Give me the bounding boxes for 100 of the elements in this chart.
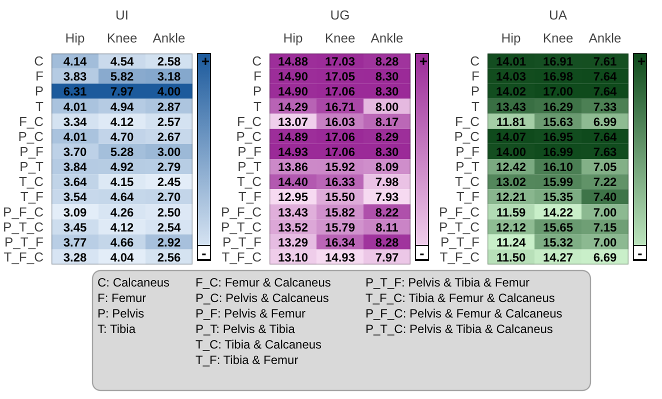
y-tick-label: P_C — [18, 128, 44, 144]
data-label: 7.63 — [593, 144, 618, 159]
data-label: 16.98 — [542, 70, 574, 84]
data-label: 7.61 — [593, 54, 618, 69]
y-tick-label: P_C — [236, 128, 262, 144]
data-label: 8.28 — [375, 54, 400, 69]
data-label: 7.00 — [593, 205, 618, 220]
data-label: 16.29 — [542, 100, 574, 114]
data-label: 4.70 — [110, 130, 134, 144]
data-label: 8.17 — [375, 114, 400, 129]
chart-title: UG — [330, 8, 350, 22]
y-tick-label: F_C — [18, 114, 44, 129]
data-label: 7.64 — [593, 130, 618, 144]
data-label: 14.27 — [542, 250, 574, 264]
y-tick-label: P_C — [454, 128, 480, 144]
data-label: 3.28 — [63, 250, 88, 264]
data-label: 14.40 — [278, 175, 308, 190]
x-tick-label: Knee — [324, 30, 356, 46]
y-tick-label: T_C — [18, 174, 44, 190]
data-label: 17.06 — [324, 84, 356, 99]
data-label: 8.30 — [375, 84, 400, 99]
text: + — [200, 53, 211, 69]
data-label: 4.64 — [110, 190, 134, 204]
data-label: 8.22 — [375, 205, 400, 220]
y-tick-label: P — [252, 84, 262, 99]
data-label: 7.64 — [593, 70, 618, 84]
y-tick-label: T — [254, 98, 262, 114]
data-label: 3.70 — [63, 144, 88, 159]
y-tick-label: P_T_F — [222, 234, 262, 250]
data-label: 7.98 — [375, 175, 400, 190]
data-label: 16.10 — [542, 160, 574, 174]
data-label: 3.34 — [63, 114, 88, 129]
y-tick-label: P_F — [238, 144, 262, 159]
data-label: 7.22 — [593, 175, 618, 190]
y-tick-label: C — [34, 54, 44, 69]
y-tick-label: T_F — [20, 189, 44, 204]
data-label: 2.87 — [157, 100, 182, 114]
data-label: 14.07 — [496, 130, 526, 144]
data-label: 4.54 — [110, 54, 134, 69]
y-tick-label: P_T_C — [221, 219, 262, 234]
data-label: 3.18 — [157, 70, 182, 84]
data-label: 11.59 — [496, 205, 526, 220]
data-label: 2.45 — [157, 175, 182, 190]
data-label: 3.83 — [63, 70, 88, 84]
data-label: 2.57 — [157, 114, 182, 129]
x-tick-label: Ankle — [588, 30, 622, 46]
data-label: 3.54 — [63, 190, 88, 204]
text: F: Femur — [98, 291, 146, 305]
y-tick-label: T_F_C — [440, 249, 480, 264]
data-label: 4.66 — [110, 235, 134, 250]
data-label: 15.35 — [542, 190, 574, 204]
data-label: 15.63 — [542, 114, 574, 129]
data-label: 2.92 — [157, 235, 182, 250]
data-label: 15.32 — [542, 235, 574, 250]
y-tick-label: F_C — [236, 114, 262, 129]
y-tick-label: P_F_C — [3, 204, 44, 220]
data-label: 13.10 — [278, 250, 308, 264]
data-label: 13.43 — [278, 205, 308, 220]
data-label: 17.03 — [324, 54, 356, 69]
y-tick-label: P — [34, 84, 44, 99]
data-label: 16.91 — [542, 54, 574, 69]
data-label: 13.86 — [278, 160, 308, 174]
data-label: 4.14 — [63, 54, 88, 69]
data-label: 2.50 — [157, 205, 182, 220]
data-label: 13.07 — [278, 114, 308, 129]
y-tick-label: P_T — [238, 159, 262, 174]
text: - — [415, 245, 429, 261]
data-label: 15.82 — [324, 205, 356, 220]
data-label: 4.94 — [110, 100, 134, 114]
y-tick-label: F — [36, 68, 44, 84]
data-label: 4.04 — [110, 250, 134, 264]
data-label: 11.50 — [496, 250, 526, 264]
data-label: 8.30 — [375, 144, 400, 159]
y-tick-label: T_F — [456, 189, 480, 204]
data-label: 8.09 — [375, 160, 400, 174]
data-label: 4.15 — [110, 175, 134, 190]
y-tick-label: T_F_C — [4, 249, 44, 264]
x-tick-label: Hip — [501, 30, 521, 46]
data-label: 6.31 — [63, 84, 88, 99]
text: - — [197, 245, 211, 261]
data-label: 3.77 — [63, 235, 88, 250]
data-label: 12.42 — [496, 160, 526, 174]
text: - — [633, 245, 647, 261]
data-label: 13.29 — [278, 235, 308, 250]
y-tick-label: T — [472, 98, 480, 114]
x-tick-label: Hip — [283, 30, 303, 46]
y-tick-label: P_T_C — [439, 219, 480, 234]
data-label: 14.29 — [278, 100, 308, 114]
data-label: 5.82 — [110, 70, 134, 84]
data-label: 8.30 — [375, 70, 400, 84]
x-tick-label: Ankle — [152, 30, 186, 46]
chart-title: UA — [548, 8, 568, 22]
data-label: 16.71 — [324, 100, 356, 114]
data-label: 13.52 — [278, 220, 308, 234]
data-label: 2.79 — [157, 160, 182, 174]
data-label: 11.24 — [496, 235, 526, 250]
data-label: 7.15 — [593, 220, 618, 234]
data-label: 8.29 — [375, 130, 400, 144]
data-label: 7.97 — [110, 84, 134, 99]
data-label: 8.28 — [375, 235, 400, 250]
